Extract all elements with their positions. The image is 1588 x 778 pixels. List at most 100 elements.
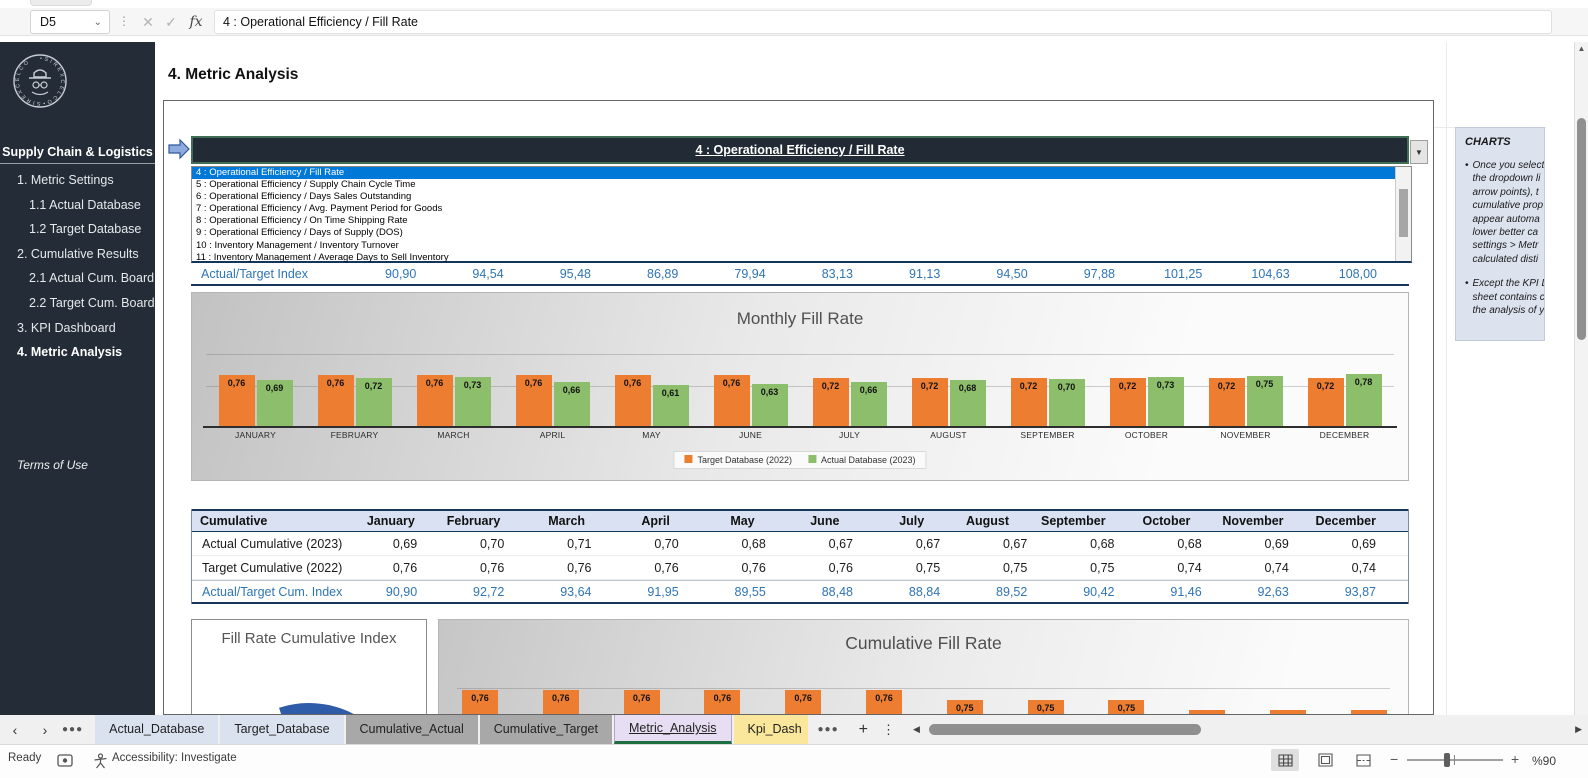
actual-bar[interactable]: 0,68: [949, 380, 986, 426]
cumulative-bar[interactable]: 0,76: [462, 690, 498, 714]
table-value-cell[interactable]: 93,64: [560, 584, 592, 599]
dropdown-scrollbar[interactable]: [1395, 167, 1411, 261]
target-bar[interactable]: 0,72: [1109, 377, 1146, 426]
zoom-out-button[interactable]: −: [1390, 751, 1399, 767]
zoom-level-label[interactable]: %90: [1532, 754, 1557, 768]
actual-bar[interactable]: 0,69: [256, 379, 293, 426]
vertical-scrollbar-thumb[interactable]: [1577, 118, 1586, 340]
metric-option[interactable]: 5 : Operational Efficiency / Supply Chai…: [196, 179, 416, 191]
target-bar[interactable]: 0,76: [416, 375, 453, 426]
cumulative-bar[interactable]: 0,75: [1027, 700, 1064, 714]
sheet-tab-target_database[interactable]: Target_Database: [220, 715, 344, 744]
actual-bar[interactable]: 0,66: [850, 381, 887, 426]
horizontal-scrollbar[interactable]: ◀ ▶: [911, 715, 1588, 744]
fill-rate-gauge-card[interactable]: Fill Rate Cumulative Index: [191, 619, 427, 714]
actual-bar[interactable]: 0,78: [1345, 373, 1382, 426]
target-bar[interactable]: 0,76: [515, 375, 552, 426]
dropdown-arrow-button[interactable]: ▼: [1410, 140, 1428, 164]
formula-input[interactable]: 4 : Operational Efficiency / Fill Rate: [214, 10, 1552, 34]
insert-function-icon[interactable]: fx: [189, 14, 203, 30]
cumulative-bar[interactable]: 0,74: [1189, 710, 1226, 714]
table-value-cell[interactable]: 0,69: [1264, 536, 1289, 551]
page-layout-view-button[interactable]: [1311, 749, 1339, 771]
table-value-cell[interactable]: 0,67: [828, 536, 853, 551]
target-bar[interactable]: 0,76: [614, 375, 651, 426]
target-bar[interactable]: 0,72: [1010, 377, 1047, 426]
table-value-cell[interactable]: 0,70: [654, 536, 679, 551]
actual-bar[interactable]: 0,72: [355, 377, 392, 426]
table-value-cell[interactable]: 88,84: [908, 584, 941, 599]
metric-selector-header[interactable]: 4 : Operational Efficiency / Fill Rate: [191, 136, 1409, 164]
sheet-tab-cumulative_actual[interactable]: Cumulative_Actual: [345, 715, 478, 744]
table-value-cell[interactable]: 92,63: [1257, 584, 1289, 599]
sheet-tab-cumulative_target[interactable]: Cumulative_Target: [479, 715, 612, 744]
cumulative-bar[interactable]: 0,75: [1108, 700, 1145, 714]
sidebar-item[interactable]: 3. KPI Dashboard: [17, 320, 116, 335]
table-value-cell[interactable]: 0,74: [1351, 560, 1376, 575]
table-value-cell[interactable]: 0,74: [1177, 560, 1202, 575]
target-bar[interactable]: 0,76: [317, 375, 354, 426]
table-value-cell[interactable]: 0,75: [915, 560, 941, 575]
cumulative-bar[interactable]: 0,74: [1270, 710, 1306, 714]
horizontal-scrollbar-thumb[interactable]: [928, 724, 1201, 735]
sidebar-terms-link[interactable]: Terms of Use: [17, 458, 88, 472]
scroll-up-icon[interactable]: ▲: [1577, 44, 1586, 53]
sheet-tab-kpi_dash[interactable]: Kpi_Dash: [733, 715, 808, 744]
actual-bar[interactable]: 0,73: [454, 377, 491, 426]
metric-option[interactable]: 7 : Operational Efficiency / Avg. Paymen…: [196, 203, 443, 215]
table-value-cell[interactable]: 90,42: [1083, 584, 1115, 599]
cumulative-fill-rate-chart[interactable]: Cumulative Fill Rate 0,76 0,76 0,76 0,76 0,7…: [438, 619, 1409, 714]
macro-record-icon[interactable]: [57, 754, 73, 767]
actual-bar[interactable]: 0,70: [1048, 379, 1085, 426]
cumulative-bar[interactable]: 0,76: [623, 690, 660, 714]
add-sheet-button[interactable]: +: [858, 720, 868, 738]
table-value-cell[interactable]: 0,68: [741, 536, 766, 551]
cancel-icon[interactable]: ✕: [142, 13, 154, 30]
metric-option[interactable]: 10 : Inventory Management / Inventory Tu…: [196, 239, 399, 251]
table-value-cell[interactable]: 89,52: [996, 584, 1028, 599]
metric-option[interactable]: 8 : Operational Efficiency / On Time Shi…: [196, 215, 408, 227]
metric-option[interactable]: 11 : Inventory Management / Average Days…: [196, 251, 449, 263]
table-value-cell[interactable]: 91,46: [1170, 584, 1202, 599]
table-value-cell[interactable]: 93,87: [1344, 584, 1376, 599]
table-value-cell[interactable]: 0,67: [915, 536, 941, 551]
sidebar-item[interactable]: 2.2 Target Cum. Board: [29, 295, 155, 310]
actual-bar[interactable]: 0,75: [1246, 375, 1283, 426]
table-value-cell[interactable]: 0,76: [479, 560, 505, 575]
target-bar[interactable]: 0,72: [911, 377, 948, 426]
sidebar-item[interactable]: 4. Metric Analysis: [17, 345, 123, 360]
cumulative-bar[interactable]: 0,76: [866, 690, 902, 714]
table-value-cell[interactable]: 0,75: [1090, 560, 1115, 575]
sidebar-item[interactable]: 1. Metric Settings: [17, 173, 114, 187]
enter-icon[interactable]: ✓: [165, 13, 177, 30]
table-value-cell[interactable]: 0,71: [567, 536, 592, 551]
table-value-cell[interactable]: 0,76: [392, 560, 418, 575]
cumulative-bar[interactable]: 0,75: [946, 700, 983, 714]
target-bar[interactable]: 0,76: [713, 375, 750, 426]
cumulative-bar[interactable]: 0,74: [1350, 710, 1387, 714]
sheet-tab-metric_analysis[interactable]: Metric_Analysis: [613, 715, 732, 744]
sheet-options-icon[interactable]: ⋮: [881, 721, 895, 737]
sidebar-item[interactable]: 2.1 Actual Cum. Board: [29, 271, 155, 286]
table-value-cell[interactable]: 0,76: [654, 560, 679, 575]
table-value-cell[interactable]: 0,76: [567, 560, 592, 575]
actual-bar[interactable]: 0,73: [1147, 377, 1184, 426]
table-value-cell[interactable]: 91,95: [647, 584, 679, 599]
vertical-scrollbar[interactable]: ▲: [1574, 42, 1588, 715]
table-value-cell[interactable]: 0,67: [1002, 536, 1028, 551]
accessibility-icon[interactable]: [93, 753, 108, 769]
sheet-tab-actual_database[interactable]: Actual_Database: [95, 715, 219, 744]
scroll-left-icon[interactable]: ◀: [912, 724, 920, 734]
cumulative-bar[interactable]: 0,76: [542, 690, 579, 714]
monthly-fill-rate-chart[interactable]: Monthly Fill Rate 0,76 0,69 0,76 0,72 0,76 0,…: [191, 292, 1409, 481]
zoom-in-button[interactable]: +: [1511, 751, 1520, 767]
scroll-right-icon[interactable]: ▶: [1575, 724, 1582, 734]
actual-bar[interactable]: 0,61: [652, 385, 689, 426]
table-value-cell[interactable]: 90,90: [385, 584, 418, 599]
sidebar-item[interactable]: 1.1 Actual Database: [29, 197, 141, 212]
more-sheets-icon[interactable]: ●●●: [817, 724, 839, 735]
table-value-cell[interactable]: 0,68: [1177, 536, 1202, 551]
cumulative-bar[interactable]: 0,76: [704, 690, 741, 714]
table-value-cell[interactable]: 88,48: [821, 584, 853, 599]
zoom-slider-handle[interactable]: [1444, 753, 1450, 767]
